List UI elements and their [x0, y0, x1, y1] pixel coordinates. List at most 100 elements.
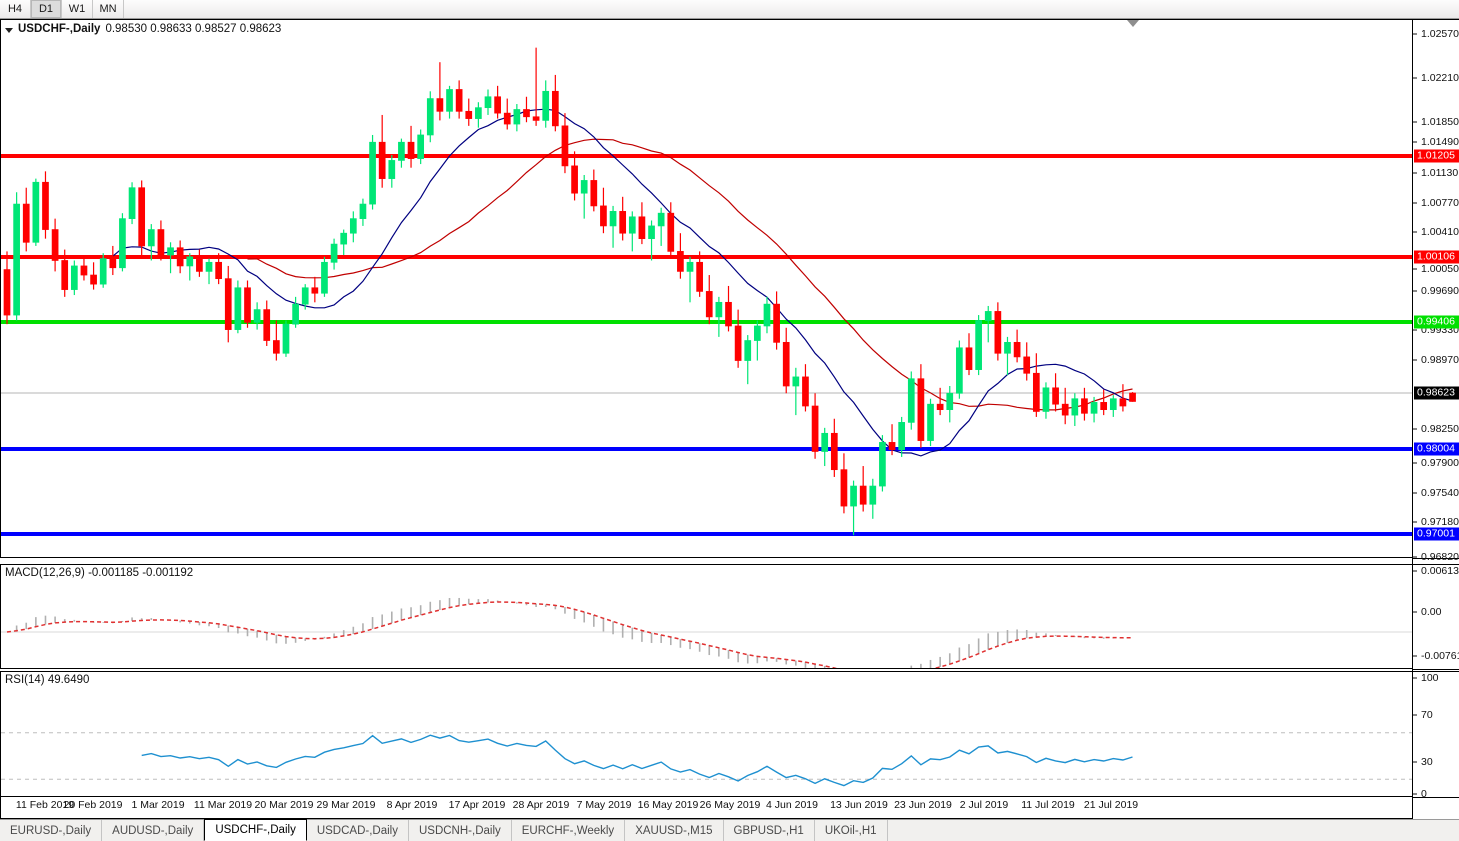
candle: [263, 300, 271, 346]
price-tick-label: 0.97900: [1421, 457, 1459, 469]
scale-tick: [1413, 793, 1417, 795]
support-label-2[interactable]: 0.97001: [1414, 527, 1459, 541]
rsi-line: [141, 734, 1133, 787]
candle: [1100, 389, 1108, 416]
price-tick-label: 0.98250: [1421, 423, 1459, 435]
candle: [176, 240, 184, 274]
candle: [667, 202, 675, 259]
chart-tab-eurusd[interactable]: EURUSD-,Daily: [0, 820, 103, 841]
toolbar-empty-space: [124, 0, 1459, 18]
candle: [234, 280, 242, 334]
scale-divider: [1413, 669, 1459, 670]
chart-tab-usdcnh[interactable]: USDCNH-,Daily: [409, 820, 512, 841]
macd-tick-label: -0.00761: [1421, 650, 1459, 662]
chart-tab-ukoil[interactable]: UKOil-,H1: [815, 820, 888, 841]
macd-tick-label: 0.00: [1421, 606, 1442, 618]
chart-tab-usdchf[interactable]: USDCHF-,Daily: [204, 819, 307, 841]
scale-tick: [1413, 428, 1417, 430]
candle: [657, 207, 665, 246]
time-axis-label: 8 Apr 2019: [386, 799, 438, 811]
time-axis-label: 16 May 2019: [637, 799, 699, 811]
macd-tick-label: 0.00613: [1421, 565, 1459, 577]
rsi-pane[interactable]: RSI(14) 49.6490: [0, 671, 1412, 797]
candle: [677, 233, 684, 279]
price-pane[interactable]: USDCHF-,Daily 0.98530 0.98633 0.98527 0.…: [0, 20, 1412, 558]
candle: [42, 171, 49, 239]
candle: [484, 89, 492, 115]
timeframe-mn[interactable]: MN: [93, 0, 124, 18]
price-tick-label: 1.01130: [1421, 167, 1459, 179]
candle: [840, 453, 848, 514]
current-price-label[interactable]: 0.98623: [1414, 386, 1459, 400]
time-axis-label: 20 Mar 2019: [254, 799, 314, 811]
scale-divider: [1413, 797, 1459, 798]
timeframe-w1[interactable]: W1: [62, 0, 93, 18]
scale-tick: [1413, 329, 1417, 331]
candle: [196, 249, 203, 277]
candle: [792, 367, 800, 416]
price-scale[interactable]: 1.02570 1.02210 1.01850 1.01490 1.01130 1.007…: [1412, 20, 1459, 820]
resistance-label-1[interactable]: 1.01205: [1414, 149, 1459, 163]
scale-tick: [1413, 231, 1417, 233]
candle: [494, 85, 501, 119]
pivot-label[interactable]: 0.99406: [1414, 315, 1459, 329]
candle: [869, 478, 877, 519]
candle: [128, 182, 136, 225]
candle: [51, 218, 59, 272]
scroll-position-marker-icon[interactable]: [1127, 20, 1139, 27]
candle: [956, 340, 963, 399]
candle: [965, 333, 973, 376]
time-axis-label: 4 Jun 2019: [766, 799, 818, 811]
candle: [311, 276, 319, 303]
candle: [205, 258, 213, 285]
timeframe-d1[interactable]: D1: [31, 0, 62, 18]
candle: [388, 154, 396, 188]
caret-down-icon[interactable]: [5, 27, 13, 33]
chart-tab-audusd[interactable]: AUDUSD-,Daily: [102, 820, 205, 841]
support-label-1[interactable]: 0.98004: [1414, 442, 1459, 456]
candle: [821, 427, 829, 467]
price-tick-label: 0.97180: [1421, 516, 1459, 528]
candle: [426, 91, 434, 143]
scale-tick: [1413, 202, 1417, 204]
resistance-label-2[interactable]: 1.00106: [1414, 250, 1459, 264]
candle: [609, 205, 617, 248]
chart-tab-gbpusd[interactable]: GBPUSD-,H1: [724, 820, 815, 841]
macd-chart-svg: [1, 597, 1412, 668]
rsi-tick-label: 100: [1421, 672, 1439, 684]
scale-tick: [1413, 492, 1417, 494]
timeframe-h4[interactable]: H4: [0, 0, 31, 18]
scale-tick: [1413, 462, 1417, 464]
candle: [446, 85, 453, 119]
price-tick-label: 0.99690: [1421, 285, 1459, 297]
candle: [109, 245, 117, 276]
scale-tick: [1413, 359, 1417, 361]
time-axis-label: 26 May 2019: [699, 799, 761, 811]
timeframe-toolbar: H4 D1 W1 MN: [0, 0, 1459, 19]
candle: [80, 256, 88, 281]
candle: [1109, 395, 1117, 417]
price-tick-label: 1.02570: [1421, 28, 1459, 40]
candle: [186, 253, 194, 281]
candle: [580, 174, 588, 219]
rsi-tick-label: 30: [1421, 756, 1433, 768]
scale-divider: [1413, 564, 1459, 565]
candle: [282, 320, 290, 357]
candle: [32, 178, 40, 246]
candle: [811, 393, 819, 459]
candle: [754, 320, 761, 361]
time-axis-label: 28 Apr 2019: [512, 799, 570, 811]
candle: [215, 253, 222, 285]
candle: [782, 327, 790, 394]
scale-tick: [1413, 655, 1417, 657]
chart-tab-usdcad[interactable]: USDCAD-,Daily: [307, 820, 409, 841]
chart-tab-xauusd[interactable]: XAUUSD-,M15: [625, 820, 724, 841]
candle: [1090, 396, 1098, 423]
macd-pane[interactable]: MACD(12,26,9) -0.001185 -0.001192: [0, 564, 1412, 669]
candle: [763, 296, 771, 334]
candle: [513, 104, 521, 132]
candle: [3, 251, 11, 325]
candle: [936, 387, 944, 416]
candle: [619, 196, 627, 241]
chart-tab-eurchf[interactable]: EURCHF-,Weekly: [512, 820, 626, 841]
